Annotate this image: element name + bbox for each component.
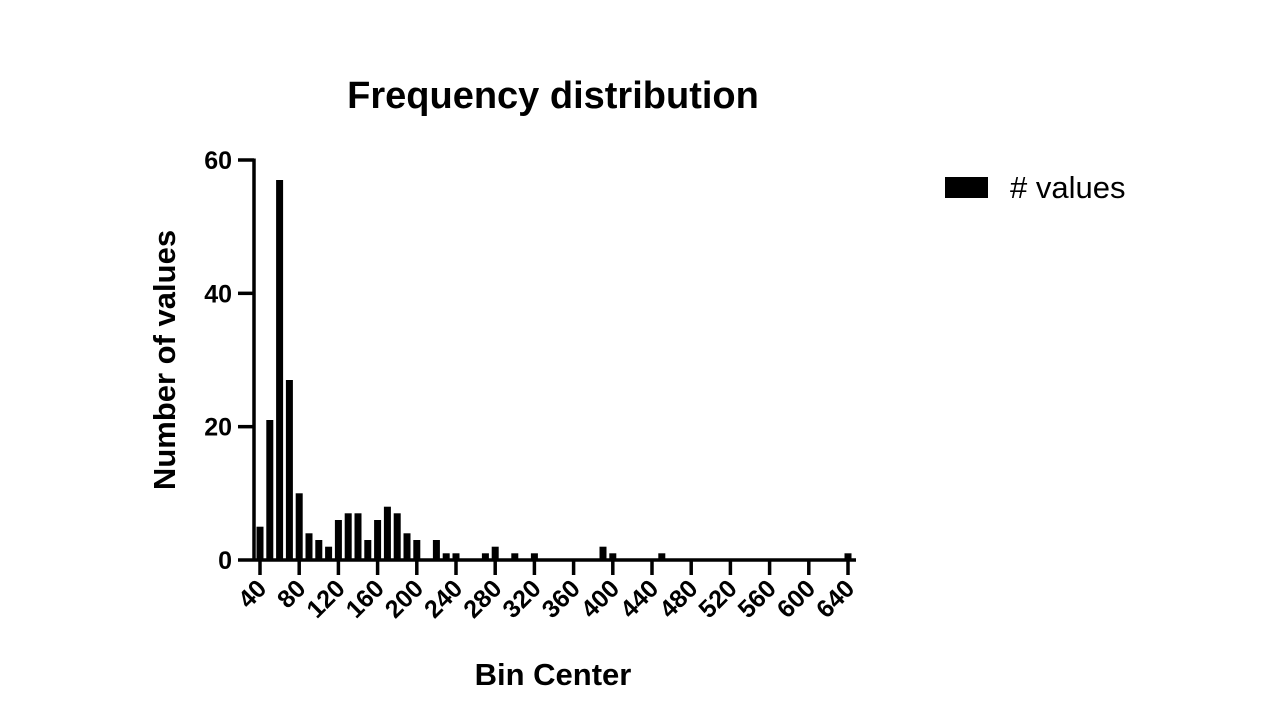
y-axis-label: Number of values bbox=[147, 230, 182, 490]
bar-280 bbox=[491, 546, 499, 560]
bar-190 bbox=[403, 533, 411, 560]
bar-230 bbox=[442, 553, 450, 560]
legend: # values bbox=[945, 170, 1125, 205]
bar-80 bbox=[295, 493, 303, 560]
x-tick-label-600: 600 bbox=[772, 574, 821, 623]
bars-group bbox=[256, 180, 852, 560]
bar-110 bbox=[325, 546, 333, 560]
bar-270 bbox=[481, 553, 489, 560]
bar-120 bbox=[334, 520, 342, 560]
x-tick-label-120: 120 bbox=[301, 574, 350, 623]
bar-40 bbox=[256, 526, 264, 560]
x-tick-label-440: 440 bbox=[615, 574, 664, 623]
bar-50 bbox=[266, 420, 274, 560]
bar-150 bbox=[364, 540, 372, 560]
bar-640 bbox=[844, 553, 852, 560]
bar-100 bbox=[315, 540, 323, 560]
bar-220 bbox=[432, 540, 440, 560]
x-tick-label-360: 360 bbox=[537, 574, 586, 623]
x-tick-label-640: 640 bbox=[811, 574, 860, 623]
legend-swatch bbox=[945, 177, 988, 198]
bar-60 bbox=[276, 180, 284, 560]
bar-320 bbox=[530, 553, 538, 560]
bar-180 bbox=[393, 513, 401, 560]
legend-label: # values bbox=[1010, 170, 1125, 205]
x-tick-label-480: 480 bbox=[654, 574, 703, 623]
bar-160 bbox=[374, 520, 382, 560]
bar-240 bbox=[452, 553, 460, 560]
bar-400 bbox=[609, 553, 617, 560]
x-tick-label-560: 560 bbox=[733, 574, 782, 623]
chart-title: Frequency distribution bbox=[347, 75, 759, 117]
x-tick-label-240: 240 bbox=[419, 574, 468, 623]
x-tick-label-400: 400 bbox=[576, 574, 625, 623]
y-tick-label-0: 0 bbox=[218, 547, 232, 575]
bar-70 bbox=[285, 380, 293, 560]
bar-130 bbox=[344, 513, 352, 560]
bar-90 bbox=[305, 533, 313, 560]
bar-170 bbox=[383, 506, 391, 560]
y-tick-label-60: 60 bbox=[204, 147, 232, 175]
y-tick-label-40: 40 bbox=[204, 280, 232, 308]
x-axis-label: Bin Center bbox=[475, 657, 632, 692]
bar-450 bbox=[658, 553, 666, 560]
x-tick-label-160: 160 bbox=[341, 574, 390, 623]
bar-200 bbox=[413, 540, 421, 560]
x-tick-label-40: 40 bbox=[233, 574, 272, 613]
x-tick-label-320: 320 bbox=[497, 574, 546, 623]
bar-300 bbox=[511, 553, 519, 560]
x-tick-label-520: 520 bbox=[693, 574, 742, 623]
bar-390 bbox=[599, 546, 607, 560]
y-tick-label-20: 20 bbox=[204, 414, 232, 442]
x-tick-label-200: 200 bbox=[380, 574, 429, 623]
bar-140 bbox=[354, 513, 362, 560]
x-tick-label-280: 280 bbox=[458, 574, 507, 623]
